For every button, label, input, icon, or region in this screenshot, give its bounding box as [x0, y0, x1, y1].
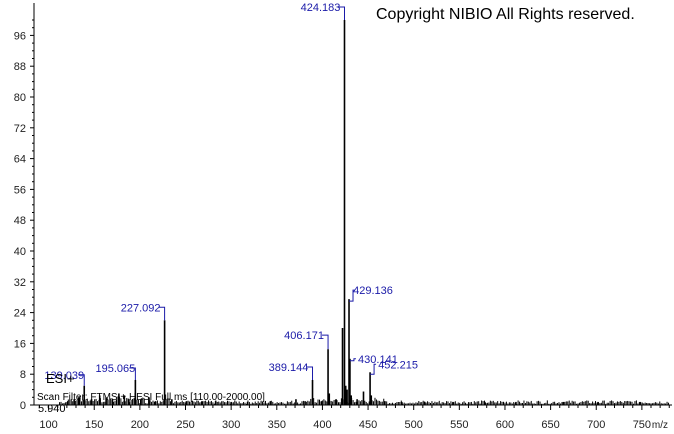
- peak-annotation-bracket: [158, 306, 166, 321]
- x-tick-label: 450: [359, 419, 377, 431]
- x-tick-label: 300: [222, 419, 240, 431]
- y-tick-label: 56: [14, 184, 26, 196]
- x-tick-label: 150: [85, 419, 103, 431]
- peak-annotation-bracket: [370, 363, 377, 375]
- x-tick-label: 750: [633, 419, 651, 431]
- x-tick-label: 700: [587, 419, 605, 431]
- y-tick-label: 0: [20, 400, 26, 412]
- peak-annotation-bracket: [349, 358, 356, 362]
- y-tick-label: 96: [14, 30, 26, 42]
- peak-annotation-bracket: [78, 374, 85, 386]
- x-axis-unit-label: m/z: [652, 420, 668, 431]
- peak-label-424.183: 424.183: [301, 2, 341, 14]
- x-tick-label: 350: [268, 419, 286, 431]
- y-tick-label: 72: [14, 123, 26, 135]
- peak-annotation-bracket: [306, 366, 314, 380]
- y-tick-label: 64: [14, 154, 26, 166]
- peak-annotation-bracket: [322, 334, 329, 350]
- base-value-text: 5.940: [38, 403, 66, 415]
- y-tick-label: 40: [14, 246, 26, 258]
- peak-label-389.144: 389.144: [269, 362, 309, 374]
- x-tick-label: 200: [131, 419, 149, 431]
- x-tick-label: 400: [313, 419, 331, 431]
- x-tick-label: 100: [39, 419, 57, 431]
- peak-annotations-layer: 139.039 195.065 227.092 389.144 406.171 424.1…: [44, 2, 418, 386]
- y-tick-label: 16: [14, 338, 26, 350]
- axes-layer: 0 8 16 24 32 40 48 56 64 72 80 88 96 100 150 200 250 300 3…: [14, 3, 672, 431]
- y-tick-label: 48: [14, 215, 26, 227]
- peak-label-452.215: 452.215: [378, 359, 418, 371]
- peak-label-429.136: 429.136: [353, 285, 393, 297]
- y-tick-label: 80: [14, 92, 26, 104]
- minor-peaks-layer: [66, 328, 641, 405]
- peak-label-139.039: 139.039: [44, 370, 84, 382]
- y-tick-label: 24: [14, 308, 26, 320]
- peak-label-227.092: 227.092: [121, 302, 161, 314]
- x-tick-label: 600: [496, 419, 514, 431]
- x-tick-label: 550: [450, 419, 468, 431]
- peak-label-406.171: 406.171: [284, 330, 324, 342]
- peak-label-430.141: 430.141: [358, 354, 398, 366]
- peak-label-195.065: 195.065: [95, 363, 135, 375]
- copyright-text: Copyright NIBIO All Rights reserved.: [376, 6, 635, 23]
- x-tick-label: 650: [541, 419, 559, 431]
- y-tick-label: 32: [14, 277, 26, 289]
- x-tick-label: 500: [405, 419, 423, 431]
- peak-annotation-bracket: [349, 289, 356, 302]
- y-tick-label: 88: [14, 61, 26, 73]
- scan-filter-text: Scan Filter: FTMS + HESI Full ms [110.00…: [37, 392, 265, 403]
- peak-annotation-bracket: [338, 6, 345, 20]
- ion-mode-label: ESI+: [46, 371, 75, 386]
- labeled-peaks-layer: [83, 20, 371, 405]
- y-tick-label: 8: [20, 369, 26, 381]
- peak-annotation-bracket: [129, 367, 136, 380]
- x-tick-label: 250: [176, 419, 194, 431]
